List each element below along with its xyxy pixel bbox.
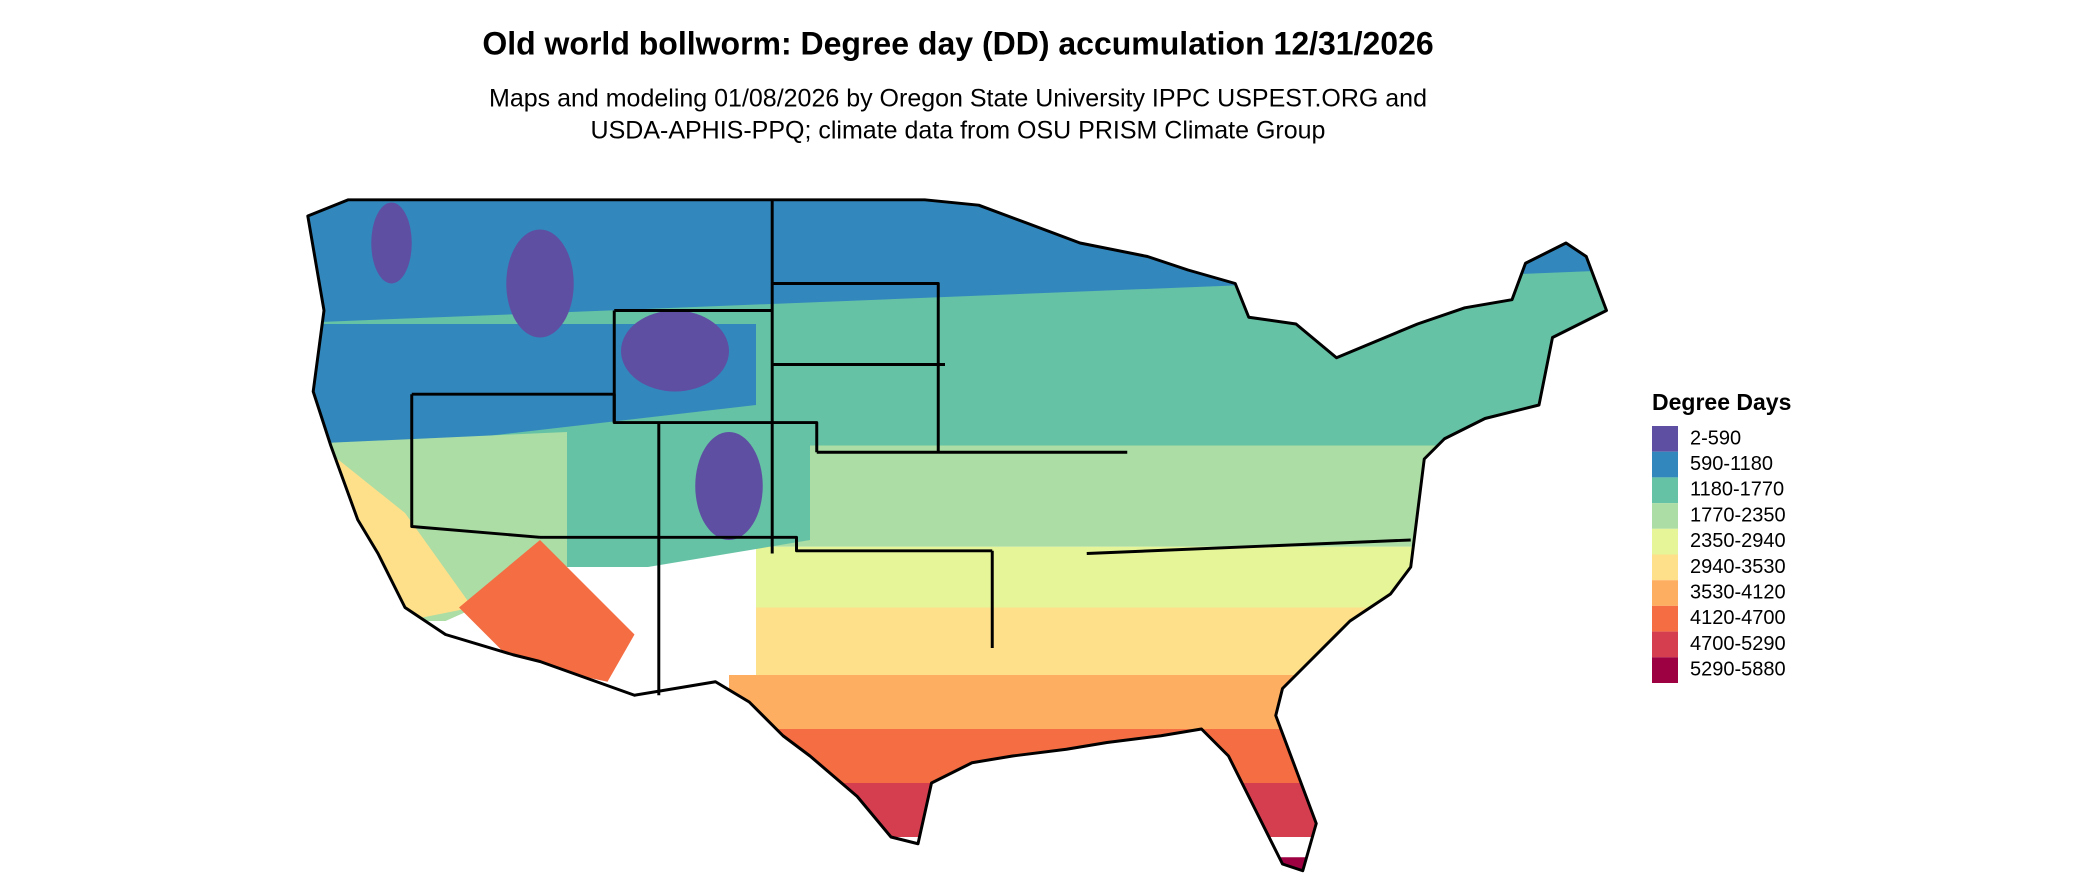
- dd-zone: [729, 857, 1607, 871]
- subtitle: USDA-APHIS-PPQ; climate data from OSU PR…: [591, 117, 1326, 145]
- legend-label: 2-590: [1690, 427, 1741, 449]
- state-borders: [306, 198, 1608, 873]
- legend-swatch: [1652, 657, 1678, 683]
- legend-label: 3530-4120: [1690, 581, 1786, 603]
- legend-label: 2350-2940: [1690, 530, 1786, 552]
- legend-label: 4120-4700: [1690, 607, 1786, 629]
- dd-zone: [756, 607, 1607, 676]
- legend-swatch: [1652, 426, 1678, 452]
- dd-zone: [506, 229, 574, 338]
- title: Old world bollworm: Degree day (DD) accu…: [482, 25, 1433, 61]
- dd-zone: [756, 546, 1607, 608]
- dd-zone: [756, 445, 1607, 547]
- legend-swatch: [1652, 631, 1678, 658]
- legend: 2-590 590-1180 1180-1770 1770-2350 2350-2940…: [1652, 426, 1786, 683]
- dd-zone: [459, 540, 635, 682]
- dd-zone: [729, 783, 1607, 838]
- legend-swatch: [1652, 451, 1678, 478]
- legend-swatch: [1652, 554, 1678, 581]
- legend-label: 4700-5290: [1690, 633, 1786, 655]
- legend-swatch: [1652, 503, 1678, 529]
- map: [306, 198, 1608, 873]
- legend-label: 1770-2350: [1690, 504, 1786, 526]
- legend-label: 590-1180: [1690, 453, 1773, 475]
- legend-label: 5290-5880: [1690, 659, 1786, 681]
- legend-label: 2940-3530: [1690, 556, 1786, 578]
- dd-zone: [729, 675, 1607, 730]
- dd-zone: [371, 202, 412, 284]
- dd-zone: [695, 432, 763, 540]
- legend-swatch: [1652, 528, 1678, 555]
- legend-swatch: [1652, 477, 1678, 504]
- legend-swatch: [1652, 605, 1678, 632]
- legend-swatch: [1652, 580, 1678, 606]
- dd-zone: [621, 310, 729, 392]
- legend-label: 1180-1770: [1690, 479, 1784, 501]
- dd-zone: [729, 729, 1607, 784]
- subtitle: Maps and modeling 01/08/2026 by Oregon S…: [489, 85, 1427, 113]
- legend-title: Degree Days: [1652, 389, 1791, 415]
